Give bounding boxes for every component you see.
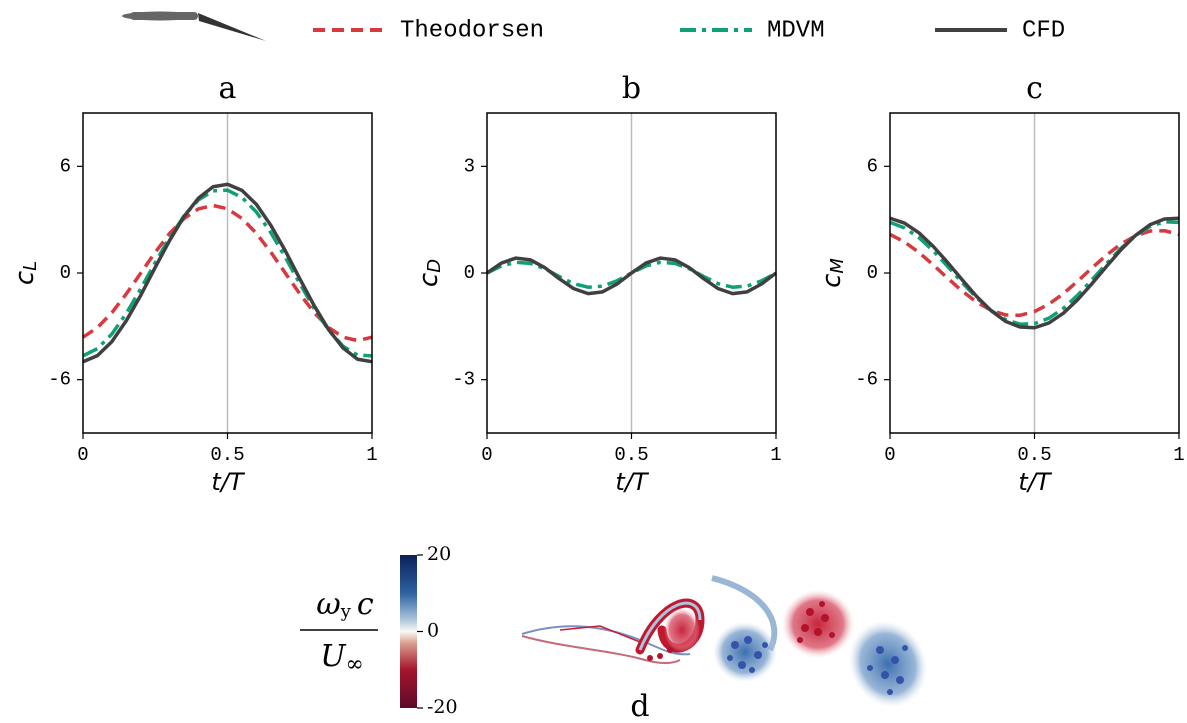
panel-title: c [1026, 71, 1043, 106]
numerator-symbol: ω [316, 587, 340, 622]
panel-title: d [630, 689, 649, 723]
y-tick-label: -3 [452, 369, 475, 391]
plot-frame [486, 112, 777, 434]
colorbar-tick-label: 20 [427, 543, 451, 565]
denominator-subscript: ∞ [345, 652, 363, 677]
airfoil-icon [122, 11, 266, 41]
panel-title: b [622, 71, 641, 106]
legend-label: MDVM [767, 17, 825, 44]
x-axis-label: t/T [615, 468, 649, 496]
series-line [486, 256, 778, 296]
y-axis-label: cM [817, 258, 849, 288]
y-axis-symbol: c [414, 273, 444, 287]
x-tick-label: 0.5 [1017, 444, 1051, 466]
numerator-subscript: y [340, 601, 352, 622]
vorticity-field [521, 575, 928, 707]
y-tick-label: 6 [867, 155, 878, 177]
y-axis-label: cD [414, 259, 446, 287]
series-line [486, 260, 777, 289]
colorbar-label-numerator: ωy c [316, 587, 374, 622]
chart-panel: a -6 0 6 0 0.5 1 t/T cL [10, 71, 378, 496]
plot-frame [889, 112, 1180, 434]
y-tick-label: 0 [867, 262, 878, 284]
series-line [889, 216, 1180, 330]
colorbar-label-denominator: U∞ [320, 639, 364, 677]
chart-panel: b -3 0 3 0 0.5 1 t/T cD [414, 71, 782, 496]
legend-label: Theodorsen [400, 17, 544, 44]
panel-title: a [219, 71, 237, 106]
y-tick-label: -6 [855, 369, 878, 391]
x-tick-label: 1 [770, 444, 781, 466]
y-axis-subscript: L [20, 261, 41, 271]
x-tick-label: 0 [77, 444, 88, 466]
series-line [82, 182, 373, 364]
x-tick-label: 1 [1173, 444, 1184, 466]
colorbar-tick-label: -20 [427, 696, 458, 718]
y-axis-symbol: c [10, 271, 40, 285]
y-tick-label: 3 [464, 155, 475, 177]
legend-label: CFD [1022, 17, 1065, 44]
x-tick-label: 0.5 [614, 444, 648, 466]
colorbar-tick-label: 0 [427, 620, 439, 642]
y-tick-label: 0 [60, 262, 71, 284]
numerator-tail: c [357, 587, 374, 622]
plot-frame [82, 112, 373, 434]
x-tick-label: 0 [884, 444, 895, 466]
x-tick-label: 1 [366, 444, 377, 466]
y-tick-label: 0 [464, 262, 475, 284]
y-tick-label: -6 [48, 369, 71, 391]
x-tick-label: 0.5 [210, 444, 244, 466]
x-axis-label: t/T [1018, 468, 1052, 496]
x-tick-label: 0 [481, 444, 492, 466]
y-tick-label: 6 [60, 155, 71, 177]
colorbar [400, 555, 417, 708]
legend: Theodorsen MDVM CFD [313, 17, 1065, 44]
y-axis-label: cL [10, 261, 42, 285]
y-axis-symbol: c [817, 274, 847, 288]
y-axis-subscript: D [424, 259, 445, 273]
y-axis-subscript: M [827, 258, 848, 274]
denominator-symbol: U [320, 639, 347, 674]
x-axis-label: t/T [211, 468, 245, 496]
